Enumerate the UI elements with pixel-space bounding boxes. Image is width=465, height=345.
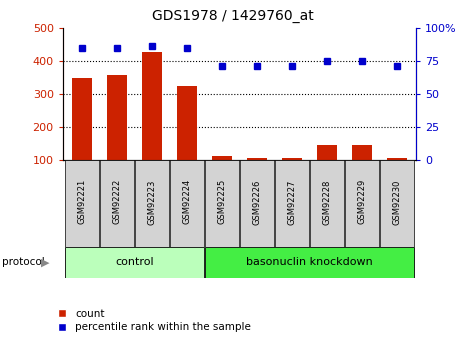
Text: GSM92223: GSM92223	[147, 179, 157, 225]
Bar	[310, 160, 344, 247]
Bar	[317, 145, 337, 160]
Bar	[65, 160, 99, 247]
Bar	[205, 160, 239, 247]
Bar	[345, 160, 379, 247]
Bar	[240, 160, 274, 247]
Text: protocol: protocol	[2, 257, 45, 267]
Text: GSM92229: GSM92229	[358, 179, 366, 225]
Bar	[65, 247, 204, 278]
Text: GSM92228: GSM92228	[322, 179, 332, 225]
Bar	[380, 160, 414, 247]
Text: GSM92230: GSM92230	[392, 179, 401, 225]
Bar	[387, 158, 406, 160]
Text: GSM92222: GSM92222	[113, 179, 121, 225]
Text: GSM92225: GSM92225	[218, 179, 226, 225]
Legend: count, percentile rank within the sample: count, percentile rank within the sample	[47, 305, 255, 336]
Text: GSM92224: GSM92224	[182, 179, 192, 225]
Bar	[247, 158, 266, 160]
Bar	[142, 52, 162, 160]
Bar	[352, 146, 372, 160]
Bar	[170, 160, 204, 247]
Text: basonuclin knockdown: basonuclin knockdown	[246, 257, 373, 267]
Text: GSM92227: GSM92227	[287, 179, 297, 225]
Text: GSM92226: GSM92226	[252, 179, 261, 225]
Bar	[100, 160, 134, 247]
Text: GDS1978 / 1429760_at: GDS1978 / 1429760_at	[152, 9, 313, 23]
Bar	[135, 160, 169, 247]
Text: GSM92221: GSM92221	[78, 179, 86, 225]
Bar	[205, 247, 414, 278]
Bar	[213, 156, 232, 160]
Bar	[282, 158, 302, 160]
Text: ▶: ▶	[41, 257, 50, 267]
Bar	[275, 160, 309, 247]
Bar	[177, 86, 197, 160]
Bar	[73, 78, 92, 160]
Bar	[107, 75, 126, 160]
Text: control: control	[115, 257, 154, 267]
